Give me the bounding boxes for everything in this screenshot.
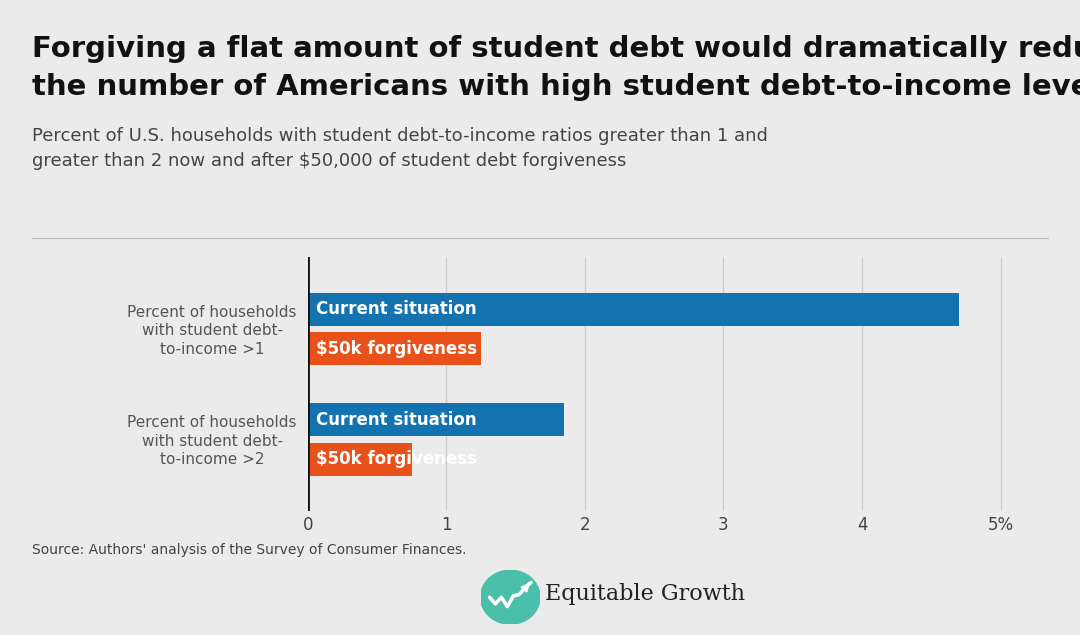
Text: Equitable Growth: Equitable Growth bbox=[545, 583, 745, 605]
Text: $50k forgiveness: $50k forgiveness bbox=[316, 450, 477, 468]
Text: Source: Authors' analysis of the Survey of Consumer Finances.: Source: Authors' analysis of the Survey … bbox=[32, 543, 467, 557]
Text: the number of Americans with high student debt-to-income levels: the number of Americans with high studen… bbox=[32, 73, 1080, 101]
Text: Percent of U.S. households with student debt-to-income ratios greater than 1 and: Percent of U.S. households with student … bbox=[32, 127, 768, 170]
Bar bbox=[308, 443, 411, 476]
Bar bbox=[308, 293, 959, 326]
Bar bbox=[308, 332, 481, 365]
Text: $50k forgiveness: $50k forgiveness bbox=[316, 340, 477, 358]
Text: Current situation: Current situation bbox=[316, 300, 476, 318]
Bar bbox=[308, 403, 564, 436]
Text: Current situation: Current situation bbox=[316, 410, 476, 429]
Text: Percent of households
with student debt-
to-income >1: Percent of households with student debt-… bbox=[127, 305, 297, 357]
Text: Forgiving a flat amount of student debt would dramatically reduce: Forgiving a flat amount of student debt … bbox=[32, 35, 1080, 63]
Text: Percent of households
with student debt-
to-income >2: Percent of households with student debt-… bbox=[127, 415, 297, 467]
Polygon shape bbox=[481, 570, 540, 624]
